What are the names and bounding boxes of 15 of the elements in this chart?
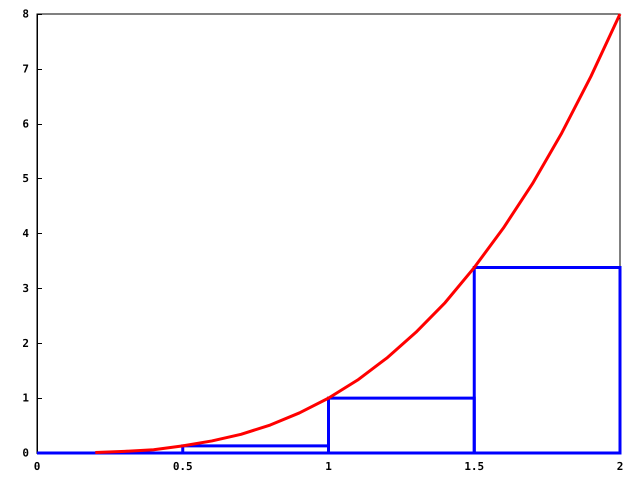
y-tick-label: 1	[22, 392, 30, 405]
y-tick-label: 7	[22, 62, 29, 76]
y-tick-label: 6	[22, 117, 30, 130]
y-tick-label: 2	[22, 336, 29, 350]
x-tick-label: 0	[34, 460, 40, 473]
line-series	[94, 12, 622, 454]
y-tick-label: 8	[22, 8, 29, 20]
x-tick-label: 2	[616, 460, 624, 473]
x-tick-label: 1.5	[464, 460, 484, 473]
x-tick-label: 0.5	[172, 460, 193, 473]
y-tick-label: 4	[22, 227, 30, 240]
y-tick-label: 5	[22, 172, 29, 186]
y-tick-label: 3	[22, 282, 29, 295]
y-tick-label: 0	[22, 446, 29, 460]
x-tick-label: 1	[325, 460, 332, 473]
